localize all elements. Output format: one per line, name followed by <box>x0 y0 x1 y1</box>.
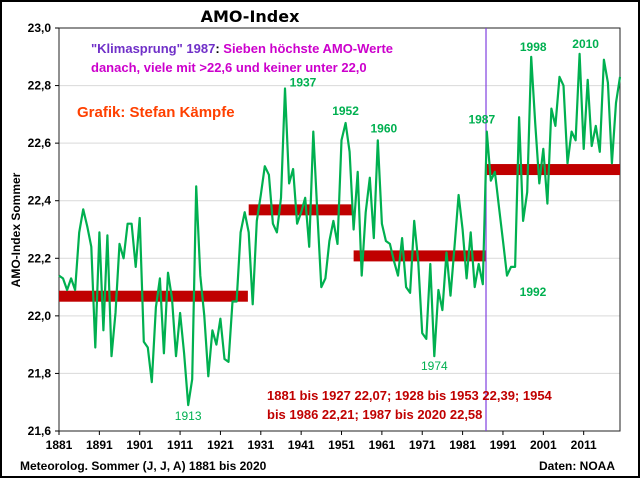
mean-bar-1954-1986 <box>353 250 487 262</box>
x-tick-label: 1961 <box>369 438 396 452</box>
annotation-klimasprung-title: "Klimasprung" 1987 <box>91 41 215 56</box>
y-axis: 21,6 21,8 22,0 22,2 22,4 22,6 22,8 23,0 <box>28 21 59 438</box>
year-label-1998: 1998 <box>520 40 547 54</box>
annotation-colon: : <box>215 41 219 56</box>
y-tick-label: 22,8 <box>28 79 52 93</box>
year-label-1992: 1992 <box>520 285 547 299</box>
year-label-1937: 1937 <box>290 75 317 89</box>
x-tick-label: 1981 <box>449 438 476 452</box>
mean-bar-1987-2020 <box>486 164 620 176</box>
annotation-klimasprung: "Klimasprung" 1987: Sieben höchste AMO-W… <box>91 41 393 56</box>
y-tick-label: 22,2 <box>28 251 52 265</box>
y-tick-label: 22,6 <box>28 136 52 150</box>
series-line-amo <box>58 52 622 407</box>
x-tick-label: 1881 <box>46 438 73 452</box>
year-label-1974: 1974 <box>421 359 448 373</box>
x-tick-label: 1901 <box>126 438 153 452</box>
credit-author: Grafik: Stefan Kämpfe <box>77 104 235 121</box>
x-tick-label: 2011 <box>571 438 597 452</box>
x-tick-label: 1921 <box>207 438 234 452</box>
x-tick-label: 1951 <box>328 438 355 452</box>
plot-area-border <box>58 27 621 432</box>
y-tick-label: 22,0 <box>28 309 52 323</box>
year-label-1913: 1913 <box>175 409 202 423</box>
x-tick-label: 1971 <box>409 438 436 452</box>
y-tick-label: 21,6 <box>28 424 52 438</box>
annotation-klimasprung-text: Sieben höchste AMO-Werte <box>220 41 393 56</box>
period-means-text-line1: 1881 bis 1927 22,07; 1928 bis 1953 22,39… <box>267 388 553 403</box>
y-tick-label: 22,4 <box>28 194 52 208</box>
y-axis-label: AMO-Index Sommer <box>9 172 23 287</box>
year-label-1987: 1987 <box>468 113 495 127</box>
period-means-text-line2: bis 1986 22,21; 1987 bis 2020 22,58 <box>267 407 482 422</box>
x-tick-label: 1941 <box>288 438 315 452</box>
x-tick-label: 1891 <box>86 438 113 452</box>
year-labels: 1913 1937 1952 1960 1974 1987 1992 1998 2010 <box>175 37 600 423</box>
mean-bar-1881-1927 <box>59 290 248 302</box>
year-label-1952: 1952 <box>332 104 359 118</box>
y-tick-label: 23,0 <box>28 21 52 35</box>
x-axis: 1881 1891 1901 1911 1921 1931 1941 1951 1961 1971… <box>46 431 597 452</box>
chart-title: AMO-Index <box>201 7 300 26</box>
y-tick-label: 21,8 <box>28 366 52 380</box>
x-axis-label: Meteorolog. Sommer (J, J, A) 1881 bis 20… <box>20 459 267 473</box>
data-source: Daten: NOAA <box>539 459 615 473</box>
x-tick-label: 1911 <box>167 438 193 452</box>
year-label-2010: 2010 <box>572 37 599 51</box>
year-label-1960: 1960 <box>370 121 397 135</box>
x-tick-label: 2001 <box>530 438 557 452</box>
x-tick-label: 1991 <box>490 438 517 452</box>
x-tick-label: 1931 <box>247 438 274 452</box>
annotation-klimasprung-line2: danach, viele mit >22,6 und keiner unter… <box>91 60 367 75</box>
